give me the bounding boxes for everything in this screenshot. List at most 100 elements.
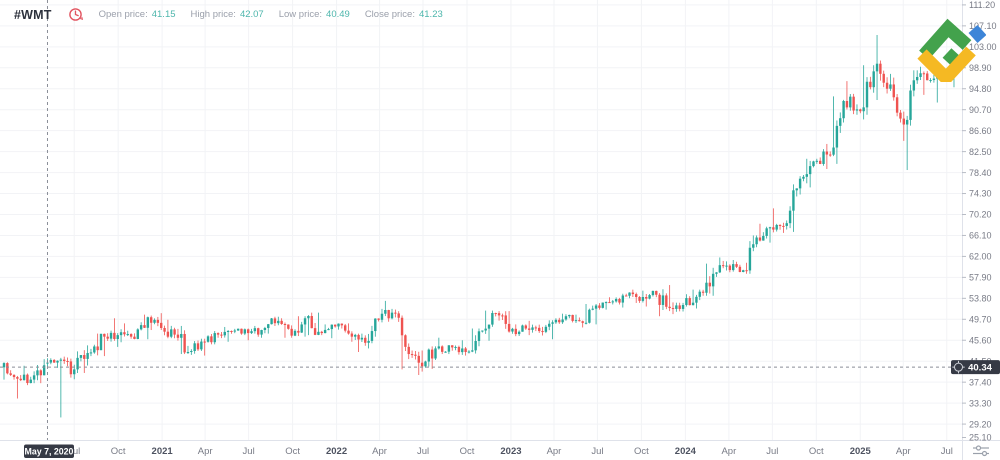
candle-body[interactable] bbox=[474, 340, 477, 351]
candle-body[interactable] bbox=[752, 244, 755, 248]
candle-body[interactable] bbox=[337, 323, 340, 327]
candle-body[interactable] bbox=[594, 305, 598, 309]
candle-body[interactable] bbox=[250, 331, 253, 334]
candle-body[interactable] bbox=[909, 90, 912, 120]
candle-body[interactable] bbox=[106, 336, 109, 339]
candle-body[interactable] bbox=[665, 295, 668, 307]
candle-body[interactable] bbox=[186, 352, 190, 354]
candle-body[interactable] bbox=[487, 324, 491, 329]
candle-body[interactable] bbox=[370, 331, 374, 341]
candle-body[interactable] bbox=[554, 319, 558, 323]
candle-body[interactable] bbox=[571, 314, 574, 321]
candle-body[interactable] bbox=[842, 101, 845, 119]
candle-body[interactable] bbox=[548, 323, 551, 327]
candle-body[interactable] bbox=[825, 151, 829, 155]
candle-body[interactable] bbox=[822, 151, 825, 164]
candle-body[interactable] bbox=[240, 328, 243, 334]
candle-body[interactable] bbox=[123, 332, 126, 335]
candle-body[interactable] bbox=[922, 73, 926, 75]
candle-body[interactable] bbox=[42, 365, 46, 376]
candle-body[interactable] bbox=[243, 329, 247, 334]
candle-body[interactable] bbox=[792, 190, 795, 211]
candle-body[interactable] bbox=[691, 302, 695, 306]
candle-body[interactable] bbox=[715, 272, 718, 274]
candle-body[interactable] bbox=[544, 326, 548, 332]
candle-body[interactable] bbox=[323, 329, 327, 334]
candle-body[interactable] bbox=[628, 292, 631, 296]
candle-body[interactable] bbox=[380, 313, 384, 320]
candle-body[interactable] bbox=[845, 101, 849, 108]
candle-body[interactable] bbox=[905, 119, 909, 125]
candle-body[interactable] bbox=[173, 329, 176, 335]
candle-body[interactable] bbox=[76, 357, 79, 370]
candle-body[interactable] bbox=[829, 154, 832, 156]
candle-body[interactable] bbox=[675, 305, 678, 309]
candle-body[interactable] bbox=[374, 318, 377, 332]
candle-body[interactable] bbox=[501, 315, 504, 317]
candle-body[interactable] bbox=[394, 312, 397, 314]
candle-body[interactable] bbox=[481, 330, 484, 332]
candle-body[interactable] bbox=[742, 270, 745, 273]
candle-body[interactable] bbox=[287, 324, 290, 329]
candle-body[interactable] bbox=[313, 328, 317, 335]
candle-body[interactable] bbox=[119, 332, 123, 336]
candle-body[interactable] bbox=[618, 298, 621, 303]
candle-body[interactable] bbox=[608, 302, 611, 304]
candle-body[interactable] bbox=[277, 320, 280, 324]
candle-body[interactable] bbox=[63, 359, 66, 361]
candle-body[interactable] bbox=[494, 313, 497, 315]
candle-body[interactable] bbox=[400, 317, 404, 336]
candle-body[interactable] bbox=[558, 319, 561, 323]
candle-body[interactable] bbox=[176, 334, 180, 338]
candle-body[interactable] bbox=[79, 355, 83, 358]
candle-body[interactable] bbox=[397, 313, 400, 318]
candle-body[interactable] bbox=[377, 318, 380, 320]
candle-body[interactable] bbox=[812, 161, 815, 167]
candle-body[interactable] bbox=[461, 348, 464, 353]
candle-body[interactable] bbox=[775, 224, 778, 230]
candle-body[interactable] bbox=[832, 147, 835, 155]
candle-body[interactable] bbox=[929, 80, 932, 82]
candle-body[interactable] bbox=[253, 328, 257, 332]
candle-body[interactable] bbox=[808, 166, 812, 175]
candle-body[interactable] bbox=[129, 334, 133, 337]
candle-body[interactable] bbox=[32, 375, 36, 380]
candle-body[interactable] bbox=[514, 328, 517, 335]
candle-body[interactable] bbox=[440, 346, 444, 352]
candle-body[interactable] bbox=[728, 265, 732, 271]
candle-body[interactable] bbox=[143, 325, 146, 328]
candle-body[interactable] bbox=[180, 333, 183, 338]
candle-body[interactable] bbox=[648, 295, 651, 299]
candle-body[interactable] bbox=[360, 337, 364, 340]
candle-body[interactable] bbox=[146, 317, 150, 328]
candle-body[interactable] bbox=[216, 333, 220, 335]
candle-body[interactable] bbox=[725, 265, 728, 267]
candle-body[interactable] bbox=[457, 346, 461, 353]
candle-body[interactable] bbox=[246, 329, 250, 334]
candle-body[interactable] bbox=[624, 295, 628, 297]
candle-body[interactable] bbox=[762, 235, 765, 241]
candle-body[interactable] bbox=[538, 327, 541, 332]
candle-body[interactable] bbox=[849, 96, 852, 108]
candle-body[interactable] bbox=[484, 328, 487, 331]
candle-body[interactable] bbox=[464, 348, 467, 353]
candle-body[interactable] bbox=[805, 174, 808, 177]
candle-body[interactable] bbox=[196, 343, 200, 350]
candle-body[interactable] bbox=[872, 71, 875, 88]
candle-body[interactable] bbox=[645, 297, 648, 299]
candle-body[interactable] bbox=[732, 264, 735, 271]
candle-body[interactable] bbox=[892, 84, 895, 98]
candle-body[interactable] bbox=[839, 118, 842, 126]
candle-body[interactable] bbox=[19, 378, 22, 381]
candle-body[interactable] bbox=[778, 224, 782, 226]
candle-body[interactable] bbox=[451, 345, 454, 348]
candle-body[interactable] bbox=[852, 96, 855, 111]
candle-body[interactable] bbox=[885, 82, 889, 89]
candle-body[interactable] bbox=[711, 273, 715, 287]
candle-body[interactable] bbox=[738, 266, 742, 273]
candle-body[interactable] bbox=[327, 329, 330, 331]
candle-body[interactable] bbox=[270, 318, 273, 325]
candle-body[interactable] bbox=[882, 73, 885, 83]
candle-body[interactable] bbox=[170, 329, 173, 337]
candle-body[interactable] bbox=[333, 324, 337, 327]
